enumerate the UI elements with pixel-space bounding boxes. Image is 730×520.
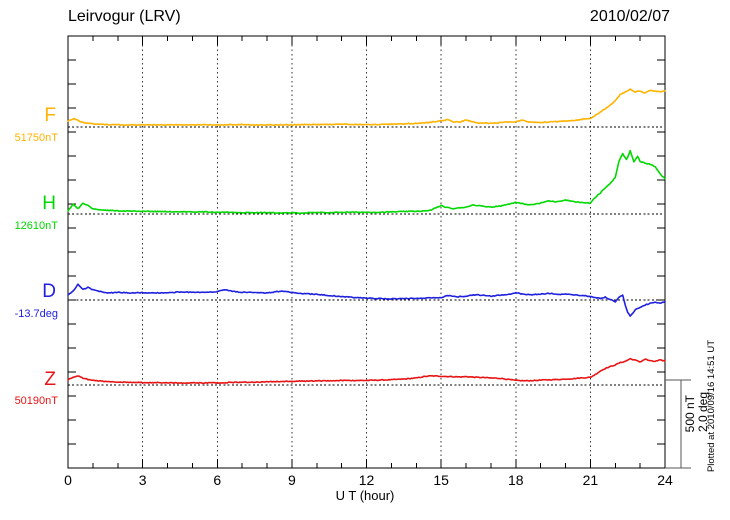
x-tick-label: 24: [657, 472, 673, 488]
x-tick-label: 12: [358, 472, 375, 488]
trace-d: [67, 283, 666, 317]
x-tick-label: 3: [138, 472, 147, 488]
component-value-z: 50190nT: [14, 395, 58, 407]
page-title: Leirvogur (LRV): [68, 8, 181, 25]
plotted-timestamp-text: Plotted at 2010/09/16 14:51 UT: [706, 340, 717, 473]
x-tick-label: 9: [287, 472, 296, 488]
x-tick-label: 0: [64, 472, 72, 488]
x-tick-label: 21: [582, 472, 599, 488]
trace-z: [67, 357, 666, 385]
component-label-h: H: [42, 193, 56, 214]
component-label-f: F: [44, 105, 56, 126]
trace-f: [67, 88, 666, 127]
observation-date: 2010/02/07: [589, 8, 670, 25]
component-label-d: D: [42, 281, 56, 302]
x-tick-label: 15: [433, 472, 449, 488]
scale-bar-nt: 500 nT: [683, 394, 697, 433]
plotted-timestamp: Plotted at 2010/09/16 14:51 UT: [706, 340, 717, 475]
component-value-d: -13.7deg: [14, 308, 58, 320]
component-value-f: 51750nT: [14, 132, 58, 144]
component-value-h: 12610nT: [14, 220, 58, 232]
component-label-z: Z: [44, 369, 56, 390]
trace-h: [67, 149, 666, 215]
x-tick-label: 6: [213, 472, 222, 488]
x-tick-label: 18: [507, 472, 524, 488]
x-axis-label: U T (hour): [335, 488, 395, 503]
